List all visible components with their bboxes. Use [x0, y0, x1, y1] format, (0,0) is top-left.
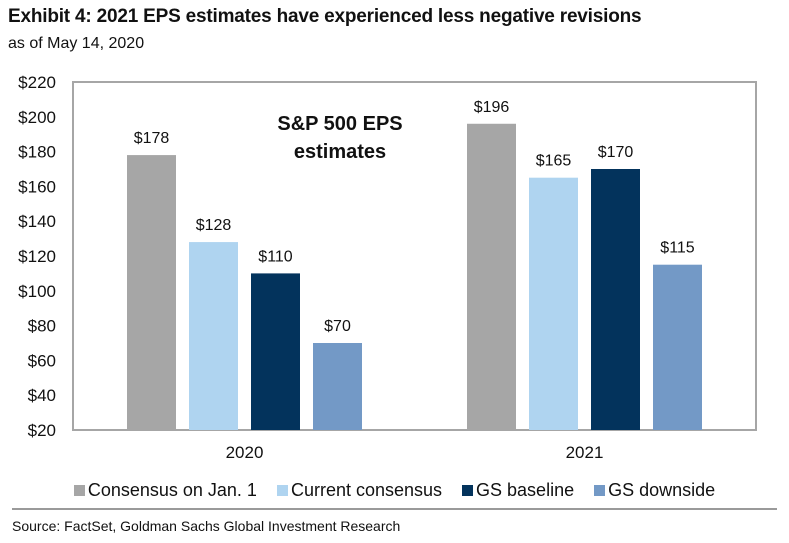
- y-tick-label: $200: [18, 108, 56, 127]
- y-tick-label: $160: [18, 177, 56, 196]
- bar-chart: $20 $40 $60 $80 $100 $120 $140 $160 $180 $200 $220…: [18, 73, 757, 462]
- x-axis: 2020 2021: [226, 443, 604, 462]
- data-label: $170: [598, 144, 634, 161]
- bar: [467, 123, 516, 430]
- x-tick-label: 2020: [226, 443, 264, 462]
- y-tick-label: $100: [18, 282, 56, 301]
- y-tick-label: $40: [28, 386, 56, 405]
- data-labels: $178 $128 $110 $70 $196 $165 $170 $115: [134, 99, 695, 335]
- data-label: $115: [660, 240, 695, 257]
- chart-annotation-line2: estimates: [294, 141, 386, 163]
- legend-label: Consensus on Jan. 1: [87, 480, 257, 500]
- legend-item: GS downside: [594, 480, 715, 501]
- data-label: $70: [324, 318, 351, 335]
- legend-item: Current consensus: [276, 480, 443, 501]
- legend-swatch: [462, 485, 474, 496]
- source-note: Source: FactSet, Goldman Sachs Global In…: [12, 518, 401, 534]
- bar: [529, 177, 578, 430]
- bar: [591, 169, 640, 430]
- y-axis: $20 $40 $60 $80 $100 $120 $140 $160 $180 $200 $220: [18, 73, 56, 440]
- legend-label: GS downside: [608, 480, 716, 500]
- y-tick-label: $60: [28, 351, 56, 370]
- y-tick-label: $140: [18, 212, 56, 231]
- legend-label: Current consensus: [290, 480, 443, 500]
- chart-title: Exhibit 4: 2021 EPS estimates have exper…: [8, 6, 642, 27]
- legend-label: GS baseline: [476, 480, 575, 500]
- bars: [127, 123, 702, 430]
- legend-swatch: [594, 485, 606, 496]
- data-label: $128: [196, 217, 232, 234]
- y-tick-label: $120: [18, 247, 56, 266]
- legend-item: GS baseline: [462, 480, 574, 501]
- bar: [251, 273, 300, 430]
- bar: [313, 343, 362, 430]
- chart-annotation-line1: S&P 500 EPS: [277, 113, 402, 135]
- y-tick-label: $20: [28, 421, 56, 440]
- data-label: $165: [536, 153, 572, 170]
- x-tick-label: 2021: [566, 443, 604, 462]
- legend-swatch: [276, 485, 288, 496]
- y-tick-label: $180: [18, 143, 56, 162]
- bar: [127, 155, 176, 430]
- data-label: $196: [474, 99, 510, 116]
- legend-item: Consensus on Jan. 1: [73, 480, 257, 501]
- chart-subtitle: as of May 14, 2020: [8, 35, 145, 52]
- legend-swatch: [73, 485, 85, 496]
- y-tick-label: $80: [28, 317, 56, 336]
- data-label: $110: [258, 248, 293, 265]
- footer-divider: [12, 508, 777, 510]
- bar: [653, 264, 702, 430]
- y-tick-label: $220: [18, 73, 56, 92]
- legend: Consensus on Jan. 1 Current consensus GS b…: [0, 480, 789, 501]
- bar: [189, 242, 238, 430]
- plot-area-frame: [72, 81, 757, 431]
- data-label: $178: [134, 130, 170, 147]
